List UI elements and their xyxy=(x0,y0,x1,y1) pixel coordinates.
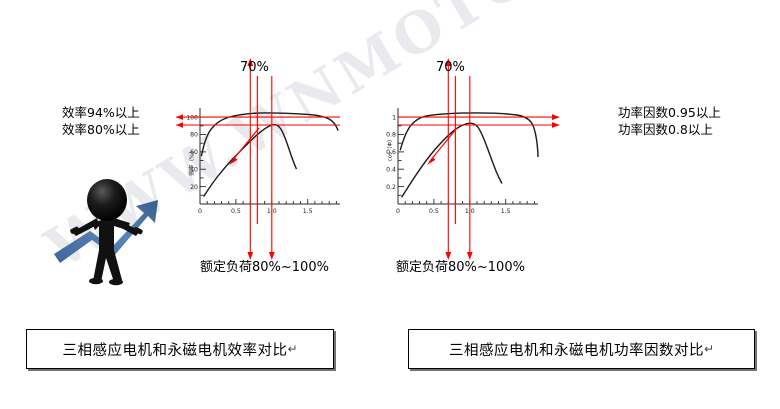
svg-text:1.5: 1.5 xyxy=(303,208,313,215)
stick-figure-with-up-arrow-icon xyxy=(52,168,170,286)
caption-box-efficiency: 三相感应电机和永磁电机效率对比 ↵ xyxy=(26,329,334,369)
svg-text:0.8: 0.8 xyxy=(386,132,396,139)
svg-text:0.2: 0.2 xyxy=(386,184,396,191)
y-tick-labels: 1 0.8 0.6 0.4 0.2 xyxy=(386,114,396,191)
x-tick-labels: 0 0.5 1.0 1.5 xyxy=(198,208,313,215)
bottom-callout-label-left: 额定负荷80%~100% xyxy=(200,260,329,275)
red-horizontal-lines-left xyxy=(176,116,340,126)
curve-pm-motor-right xyxy=(399,112,539,158)
svg-text:0: 0 xyxy=(396,208,400,215)
panel-efficiency: 70% 效率94%以上 效率80%以上 额定负荷80%~100% xyxy=(26,58,343,369)
efficiency-chart: 100 80 60 40 20 0 0.5 1.0 1.5 效率（%） xyxy=(176,58,343,260)
svg-text:1: 1 xyxy=(392,114,396,121)
caption-return-mark-right: ↵ xyxy=(703,342,715,356)
side-label-pf-095: 功率因数0.95以上 xyxy=(618,105,721,120)
side-label-pf-08: 功率因数0.8以上 xyxy=(618,122,713,137)
y-axis-ticks xyxy=(398,116,404,196)
axis-lines xyxy=(199,108,340,205)
svg-text:0.4: 0.4 xyxy=(386,166,396,173)
red-horizontal-lines-right xyxy=(398,116,558,126)
svg-text:100: 100 xyxy=(186,114,198,121)
curve-pm-motor-left xyxy=(200,112,339,157)
svg-text:80: 80 xyxy=(190,132,198,139)
red-vertical-arrowheads-left xyxy=(247,58,275,260)
svg-text:20: 20 xyxy=(190,184,198,191)
curve-induction-motor-left xyxy=(203,123,298,197)
red-vertical-lines-left xyxy=(249,62,273,256)
bottom-callout-label-right: 额定负荷80%~100% xyxy=(396,260,525,275)
power-factor-chart: 1 0.8 0.6 0.4 0.2 0 0.5 1.0 1.5 cos（Φ） xyxy=(386,58,560,260)
y-axis-ticks xyxy=(200,116,206,196)
svg-text:0.5: 0.5 xyxy=(429,208,439,215)
svg-text:60: 60 xyxy=(190,149,198,156)
panel-power-factor: 70% 功率因数0.95以上 功率因数0.8以上 额定负荷80%~100% xyxy=(386,0,780,409)
red-right-arrowheads xyxy=(552,114,560,128)
red-vertical-arrowheads-right xyxy=(445,58,473,260)
y-tick-labels: 100 80 60 40 20 xyxy=(186,114,198,191)
caption-return-mark-left: ↵ xyxy=(287,342,298,356)
caption-text-power-factor: 三相感应电机和永磁电机功率因数对比 xyxy=(448,342,704,359)
red-diagonal-arrow-left xyxy=(229,127,260,165)
svg-text:40: 40 xyxy=(190,166,198,173)
y-axis-title-right: cos（Φ） xyxy=(387,136,394,161)
caption-box-power-factor: 三相感应电机和永磁电机功率因数对比 ↵ xyxy=(408,329,755,369)
top-callout-label-left: 70% xyxy=(240,60,269,75)
y-axis-title-left: 效率（%） xyxy=(188,148,196,176)
caption-text-efficiency: 三相感应电机和永磁电机效率对比 xyxy=(62,342,288,359)
side-label-efficiency-80: 效率80%以上 xyxy=(62,122,140,137)
red-left-arrowheads xyxy=(176,114,183,128)
red-vertical-lines-right xyxy=(447,62,471,256)
side-label-efficiency-94: 效率94%以上 xyxy=(62,105,140,120)
svg-text:0.6: 0.6 xyxy=(386,149,396,156)
red-diagonal-arrow-right xyxy=(427,127,458,165)
svg-text:1.5: 1.5 xyxy=(501,208,511,215)
axis-lines xyxy=(397,108,538,205)
svg-text:0.5: 0.5 xyxy=(231,208,241,215)
x-tick-labels: 0 0.5 1.0 1.5 xyxy=(396,208,511,215)
x-axis-ticks xyxy=(199,199,337,204)
x-axis-ticks xyxy=(397,199,535,204)
top-callout-label-right: 70% xyxy=(436,60,465,75)
svg-text:0: 0 xyxy=(198,208,202,215)
